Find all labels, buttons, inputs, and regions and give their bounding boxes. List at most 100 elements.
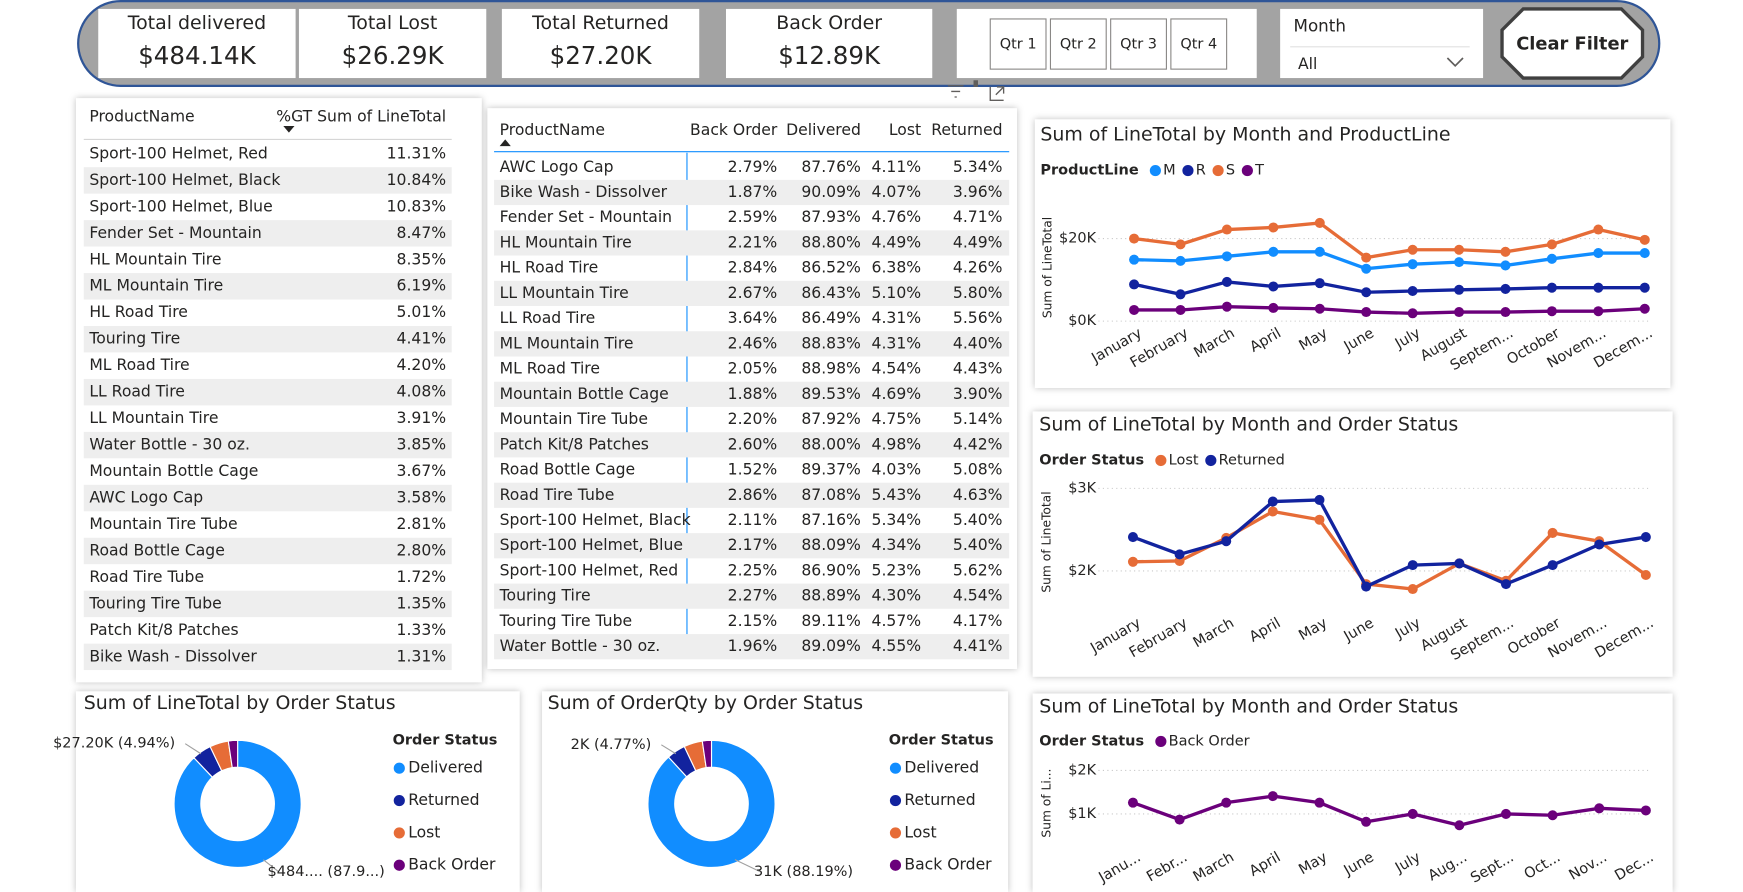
data-point xyxy=(1314,514,1325,525)
table-cell: Mountain Bottle Cage xyxy=(89,462,258,480)
data-point xyxy=(1127,532,1138,543)
data-label: 2K (4.77%) xyxy=(571,737,652,753)
row-band xyxy=(83,220,452,247)
legend-title: Order Status xyxy=(1039,452,1144,468)
table-cell: 2.11% xyxy=(728,511,778,529)
table-cell: Water Bottle - 30 oz. xyxy=(89,436,250,454)
legend-marker xyxy=(889,827,902,839)
table-cell: Road Tire Tube xyxy=(89,568,204,586)
table-cell: Mountain Tire Tube xyxy=(500,410,648,428)
table-cell: 4.41% xyxy=(953,637,1003,655)
visual-toolbar xyxy=(947,80,1005,102)
legend-marker xyxy=(1155,735,1167,748)
kpi-title: Total delivered xyxy=(127,12,266,34)
legend-label: Returned xyxy=(904,791,975,809)
y-tick-label: $2K xyxy=(1068,762,1096,778)
table-cell: 1.35% xyxy=(397,594,447,612)
quarter-button-label[interactable]: Qtr 4 xyxy=(1180,37,1217,53)
focus-icon[interactable] xyxy=(989,86,1005,102)
data-point xyxy=(1640,532,1651,543)
quarter-button-label[interactable]: Qtr 2 xyxy=(1060,37,1097,53)
sort-arrow xyxy=(283,125,295,133)
y-tick-label: $2K xyxy=(1068,563,1096,579)
series-line xyxy=(1133,221,1646,260)
table-cell: LL Mountain Tire xyxy=(500,284,629,302)
table-cell: 2.15% xyxy=(728,612,778,630)
table-cell: 89.37% xyxy=(801,461,861,479)
clear-filter-shape[interactable] xyxy=(1500,7,1645,80)
quarter-button-label[interactable]: Qtr 1 xyxy=(1000,37,1037,53)
data-label: $27.20K (4.94%) xyxy=(53,736,175,752)
chart-title: Sum of LineTotal by Month and Order Stat… xyxy=(1039,413,1458,435)
quarter-button[interactable] xyxy=(1170,18,1228,70)
quarter-button[interactable] xyxy=(989,18,1047,70)
table-cell: Mountain Bottle Cage xyxy=(500,385,669,403)
table-cell: 86.49% xyxy=(801,309,861,327)
data-point xyxy=(1314,797,1325,808)
data-point xyxy=(1361,252,1372,263)
data-point xyxy=(1268,222,1279,233)
table-cell: 88.83% xyxy=(801,334,861,352)
row-band xyxy=(494,230,1010,256)
table-cell: LL Mountain Tire xyxy=(89,409,218,427)
row-band xyxy=(83,326,452,353)
data-point xyxy=(1500,808,1512,819)
table-cell: 86.90% xyxy=(801,561,861,579)
table-cell: 6.38% xyxy=(872,259,922,277)
row-band xyxy=(494,280,1010,307)
data-point xyxy=(1221,224,1232,235)
legend-marker xyxy=(393,794,405,807)
column-header: Returned xyxy=(931,121,1002,139)
month-slicer-box xyxy=(1280,8,1484,79)
clear-filter-label[interactable]: Clear Filter xyxy=(1516,34,1628,55)
table-cell: 1.87% xyxy=(728,183,778,201)
quarter-button[interactable] xyxy=(1049,18,1107,70)
data-point xyxy=(1129,304,1140,315)
table-cell: 88.09% xyxy=(801,536,861,554)
table-cell: 86.43% xyxy=(801,284,861,302)
table-cell: Bike Wash - Dissolver xyxy=(500,183,668,201)
table-cell: 6.19% xyxy=(397,277,447,295)
donut-slice xyxy=(701,739,713,769)
clear-filter-button[interactable]: Clear Filter xyxy=(1500,7,1645,80)
data-point xyxy=(1129,233,1140,244)
chart-panel xyxy=(1032,693,1673,892)
data-point xyxy=(1640,805,1651,816)
data-point xyxy=(1175,289,1186,300)
row-band xyxy=(494,179,1010,206)
column-header: ProductName xyxy=(500,121,605,139)
table-cell: 5.62% xyxy=(953,561,1003,579)
data-point xyxy=(1407,584,1418,595)
data-point xyxy=(1454,820,1465,831)
month-slicer-value[interactable]: All xyxy=(1298,55,1317,73)
table-cell: Bike Wash - Dissolver xyxy=(89,647,257,665)
table-cell: Touring Tire xyxy=(499,587,591,605)
month-dropdown[interactable]: All xyxy=(1290,46,1470,73)
table-cell: 1.52% xyxy=(728,461,778,479)
table-cell: 87.08% xyxy=(801,486,861,504)
table-cell: 4.75% xyxy=(872,410,922,428)
data-point xyxy=(1639,303,1650,314)
legend-marker xyxy=(1241,165,1253,177)
sort-arrow xyxy=(499,139,511,147)
table-cell: 5.56% xyxy=(953,309,1003,327)
filter-icon[interactable] xyxy=(947,85,964,98)
quarter-button-label[interactable]: Qtr 3 xyxy=(1120,37,1157,53)
donut-slice xyxy=(173,739,302,869)
data-point xyxy=(1267,791,1278,802)
column-header: %GT Sum of LineTotal xyxy=(276,108,446,126)
table-cell: 4.03% xyxy=(872,461,922,479)
data-point xyxy=(1127,556,1138,567)
data-point xyxy=(1594,803,1605,814)
table-cell: 1.33% xyxy=(397,621,447,639)
data-point xyxy=(1639,234,1650,245)
data-point xyxy=(1221,536,1232,547)
kpi-value: $26.29K xyxy=(342,41,445,70)
quarter-button[interactable] xyxy=(1110,18,1167,70)
table-cell: 4.41% xyxy=(397,330,447,348)
kpi-value: $27.20K xyxy=(550,41,653,70)
row-band xyxy=(494,331,1010,357)
kpi-title: Total Returned xyxy=(531,12,669,34)
kpi-card xyxy=(501,8,700,79)
table-cell: 4.26% xyxy=(953,259,1003,277)
